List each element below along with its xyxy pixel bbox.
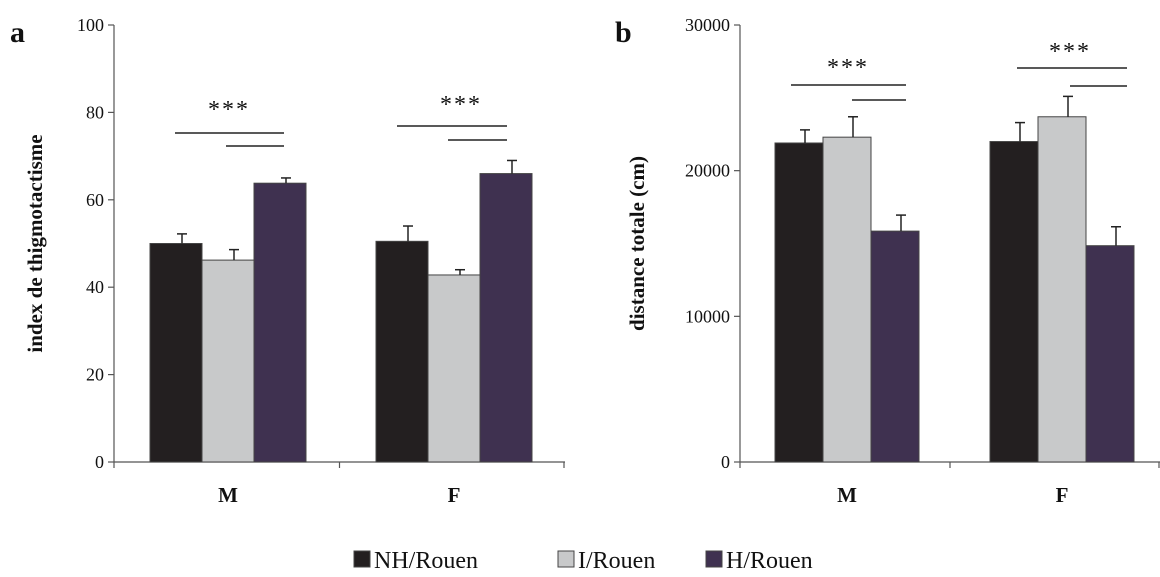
bar-h-rouen-m (253, 182, 307, 463)
x-tick-label: M (837, 483, 857, 507)
x-tick-label: F (448, 483, 461, 507)
bar-h-rouen-f (1085, 245, 1135, 463)
significance-label: *** (440, 92, 482, 118)
y-tick-label: 0 (721, 452, 730, 472)
legend-swatch (705, 550, 723, 568)
chart-panel-a: a 0 20 40 60 80 100 index de thigmotactisme M F **… (10, 15, 565, 507)
bar-h-rouen-m (870, 230, 920, 463)
significance-label: *** (1049, 39, 1091, 65)
y-tick-label: 0 (95, 452, 104, 472)
panel-letter: b (615, 16, 632, 49)
bar-i-rouen-m (201, 259, 255, 463)
panel-letter: a (10, 16, 25, 49)
legend-label: I/Rouen (578, 548, 655, 574)
legend-label: H/Rouen (726, 548, 813, 574)
y-tick-label: 20000 (685, 161, 730, 181)
bar-nh-rouen-m (774, 142, 824, 463)
x-tick-label: M (218, 483, 238, 507)
y-tick-label: 40 (86, 277, 104, 297)
y-tick-label: 100 (77, 15, 104, 35)
chart-panel-b: b 0 10000 20000 30000 distance totale (cm) M F *… (615, 15, 1160, 507)
y-axis-title: index de thigmotactisme (23, 134, 47, 352)
y-tick-label: 80 (86, 102, 104, 122)
y-axis-title: distance totale (cm) (625, 156, 649, 331)
y-tick-label: 10000 (685, 306, 730, 326)
significance-label: *** (208, 97, 250, 123)
legend-label: NH/Rouen (374, 548, 478, 574)
legend-swatch (353, 550, 371, 568)
legend: NH/Rouen I/Rouen H/Rouen (353, 548, 813, 574)
bar-i-rouen-f (427, 274, 481, 463)
legend-swatch (557, 550, 575, 568)
bar-nh-rouen-f (989, 141, 1039, 463)
bar-h-rouen-f (479, 173, 533, 463)
bar-i-rouen-m (822, 136, 872, 463)
bar-nh-rouen-f (375, 240, 429, 463)
significance-label: *** (827, 55, 869, 81)
bar-i-rouen-f (1037, 116, 1087, 463)
y-tick-label: 30000 (685, 15, 730, 35)
bar-nh-rouen-m (149, 243, 203, 463)
x-tick-label: F (1056, 483, 1069, 507)
y-tick-label: 60 (86, 190, 104, 210)
y-tick-label: 20 (86, 365, 104, 385)
